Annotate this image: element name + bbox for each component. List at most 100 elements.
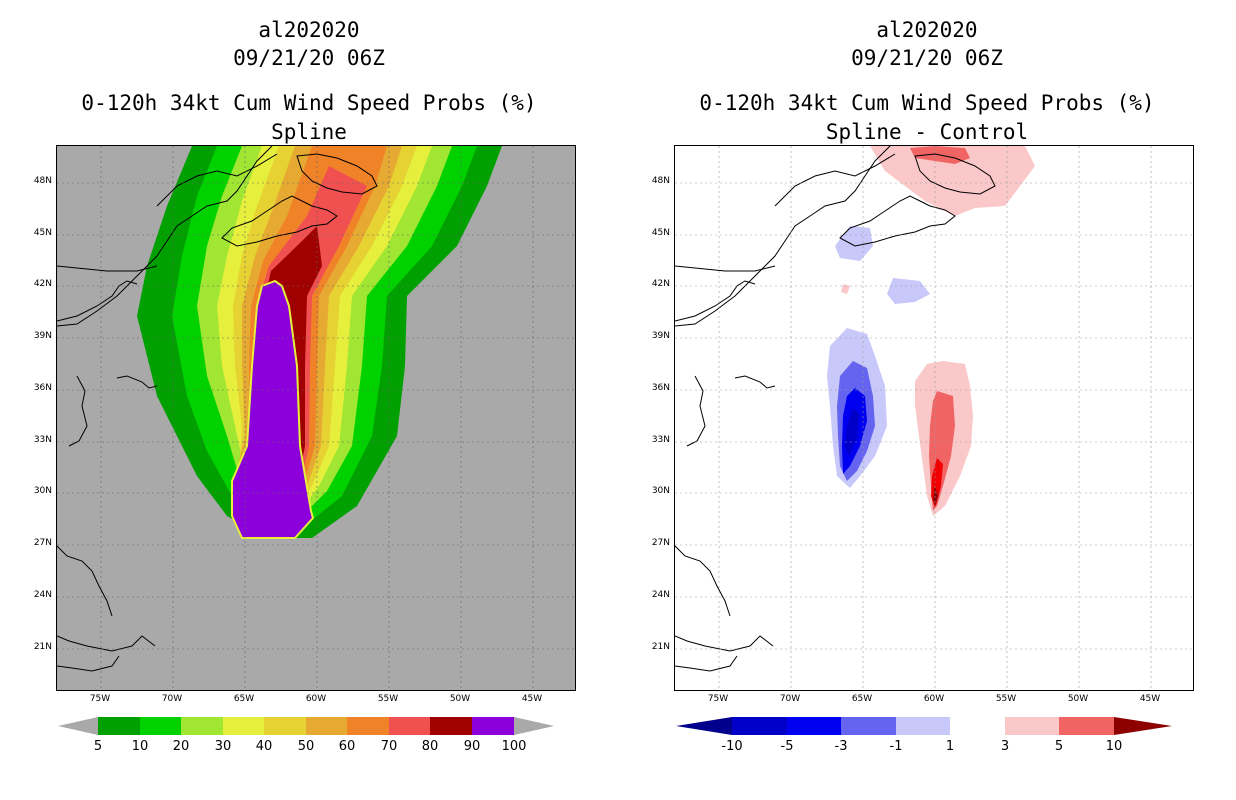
colorbar-label: -10	[721, 739, 743, 754]
lat-label: 24N	[33, 590, 52, 600]
colorbar-swatch	[950, 717, 1005, 735]
colorbar-swatch	[98, 717, 140, 735]
colorbar-label: 100	[501, 739, 527, 754]
graticule	[57, 146, 575, 690]
colorbar-swatch	[306, 717, 347, 735]
colorbar-swatch	[732, 717, 787, 735]
difference-map	[674, 145, 1194, 691]
colorbar-label: 20	[172, 739, 190, 754]
lat-label: 45N	[651, 228, 670, 238]
diff-positive-south-peak	[933, 486, 938, 506]
colorbar-label: 60	[338, 739, 356, 754]
colorbar-swatch	[787, 717, 841, 735]
lat-label: 27N	[33, 538, 52, 548]
colorbar-label: -5	[780, 739, 794, 754]
diff-negative-north	[835, 226, 873, 261]
colorbar-label: 5	[93, 739, 103, 754]
lat-label: 42N	[651, 279, 670, 289]
colorbar-low-arrow	[676, 717, 732, 735]
method-title: Spline - Control	[825, 120, 1029, 144]
lon-label: 65W	[851, 694, 873, 704]
colorbar-high-arrow	[514, 717, 554, 735]
colorbar-label: -3	[834, 739, 848, 754]
colorbar-label: 3	[1000, 739, 1010, 754]
colorbar-label: 10	[1105, 739, 1123, 754]
diff-positive-north	[870, 146, 1035, 216]
lat-label: 36N	[651, 383, 670, 393]
lat-label: 33N	[33, 435, 52, 445]
lon-label: 60W	[923, 694, 945, 704]
colorbar-label: 50	[297, 739, 315, 754]
lon-label: 50W	[1067, 694, 1089, 704]
colorbar-swatch	[264, 717, 306, 735]
colorbar-label: 90	[463, 739, 481, 754]
right-map-panel: al202020 09/21/20 06Z 0-120h 34kt Cum Wi…	[618, 0, 1236, 800]
colorbar-label: 5	[1054, 739, 1064, 754]
colorbar-label: 40	[255, 739, 273, 754]
lon-label: 70W	[779, 694, 801, 704]
product-title: 0-120h 34kt Cum Wind Speed Probs (%)	[699, 91, 1155, 115]
difference-colorbar	[676, 717, 1172, 735]
lat-label: 24N	[651, 590, 670, 600]
colorbar-high-arrow	[1114, 717, 1172, 735]
lat-label: 30N	[33, 486, 52, 496]
diff-negative-mid	[887, 278, 930, 304]
colorbar-swatch	[430, 717, 472, 735]
colorbar-swatch	[140, 717, 181, 735]
lat-label: 45N	[33, 228, 52, 238]
colorbar-label: -1	[889, 739, 903, 754]
colorbar-swatch	[389, 717, 430, 735]
colorbar-label: 80	[421, 739, 439, 754]
storm-id-title: al202020	[258, 18, 360, 42]
coastline-group	[675, 146, 996, 672]
colorbar-swatch	[347, 717, 389, 735]
lon-label: 65W	[233, 694, 255, 704]
lat-label: 48N	[33, 176, 52, 186]
product-title: 0-120h 34kt Cum Wind Speed Probs (%)	[81, 91, 537, 115]
lon-label: 50W	[449, 694, 471, 704]
graticule	[675, 146, 1193, 690]
lat-label: 39N	[651, 331, 670, 341]
lat-label: 30N	[651, 486, 670, 496]
datetime-title: 09/21/20 06Z	[851, 46, 1003, 70]
storm-id-title: al202020	[876, 18, 978, 42]
colorbar-swatch	[896, 717, 950, 735]
probability-map	[56, 145, 576, 691]
left-map-panel: al202020 09/21/20 06Z 0-120h 34kt Cum Wi…	[33, 18, 576, 754]
colorbar-label: 30	[214, 739, 232, 754]
lat-label: 48N	[651, 176, 670, 186]
lat-label: 42N	[33, 279, 52, 289]
colorbar-swatch	[223, 717, 264, 735]
lon-label: 60W	[305, 694, 327, 704]
prob-band-90-100	[232, 281, 313, 538]
colorbar-swatch	[181, 717, 223, 735]
lon-label: 55W	[995, 694, 1017, 704]
lon-label: 75W	[89, 694, 111, 704]
lat-label: 39N	[33, 331, 52, 341]
diff-positive-speck	[841, 284, 850, 294]
lat-label: 21N	[651, 642, 670, 652]
method-title: Spline	[271, 120, 347, 144]
prob-band-100-outline	[231, 279, 315, 539]
colorbar-label: 70	[380, 739, 398, 754]
lat-label: 21N	[33, 642, 52, 652]
lon-label: 45W	[521, 694, 543, 704]
colorbar-swatch	[472, 717, 514, 735]
lon-label: 45W	[1139, 694, 1161, 704]
probability-map-svg	[57, 146, 575, 690]
colorbar-label: 10	[131, 739, 149, 754]
lat-label: 36N	[33, 383, 52, 393]
probability-colorbar	[58, 717, 554, 735]
datetime-title: 09/21/20 06Z	[233, 46, 385, 70]
lon-label: 75W	[707, 694, 729, 704]
lon-label: 55W	[377, 694, 399, 704]
colorbar-swatch	[1059, 717, 1114, 735]
lat-label: 33N	[651, 435, 670, 445]
colorbar-swatch	[841, 717, 896, 735]
lat-label: 27N	[651, 538, 670, 548]
lon-label: 70W	[161, 694, 183, 704]
colorbar-label: 1	[945, 739, 955, 754]
colorbar-low-arrow	[58, 717, 98, 735]
coastline-group	[57, 146, 378, 672]
colorbar-swatch	[1005, 717, 1059, 735]
